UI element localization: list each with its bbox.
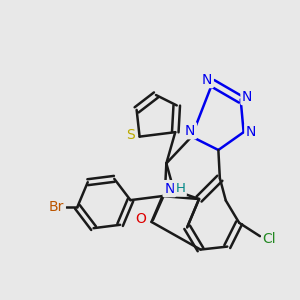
Text: N: N: [246, 125, 256, 139]
Text: N: N: [242, 89, 252, 103]
Text: O: O: [136, 212, 146, 226]
Text: N: N: [164, 182, 175, 196]
Text: Cl: Cl: [263, 232, 276, 246]
Text: N: N: [185, 124, 195, 138]
Text: S: S: [126, 128, 134, 142]
Text: Br: Br: [49, 200, 64, 214]
Text: N: N: [202, 73, 212, 87]
Text: H: H: [176, 182, 185, 195]
